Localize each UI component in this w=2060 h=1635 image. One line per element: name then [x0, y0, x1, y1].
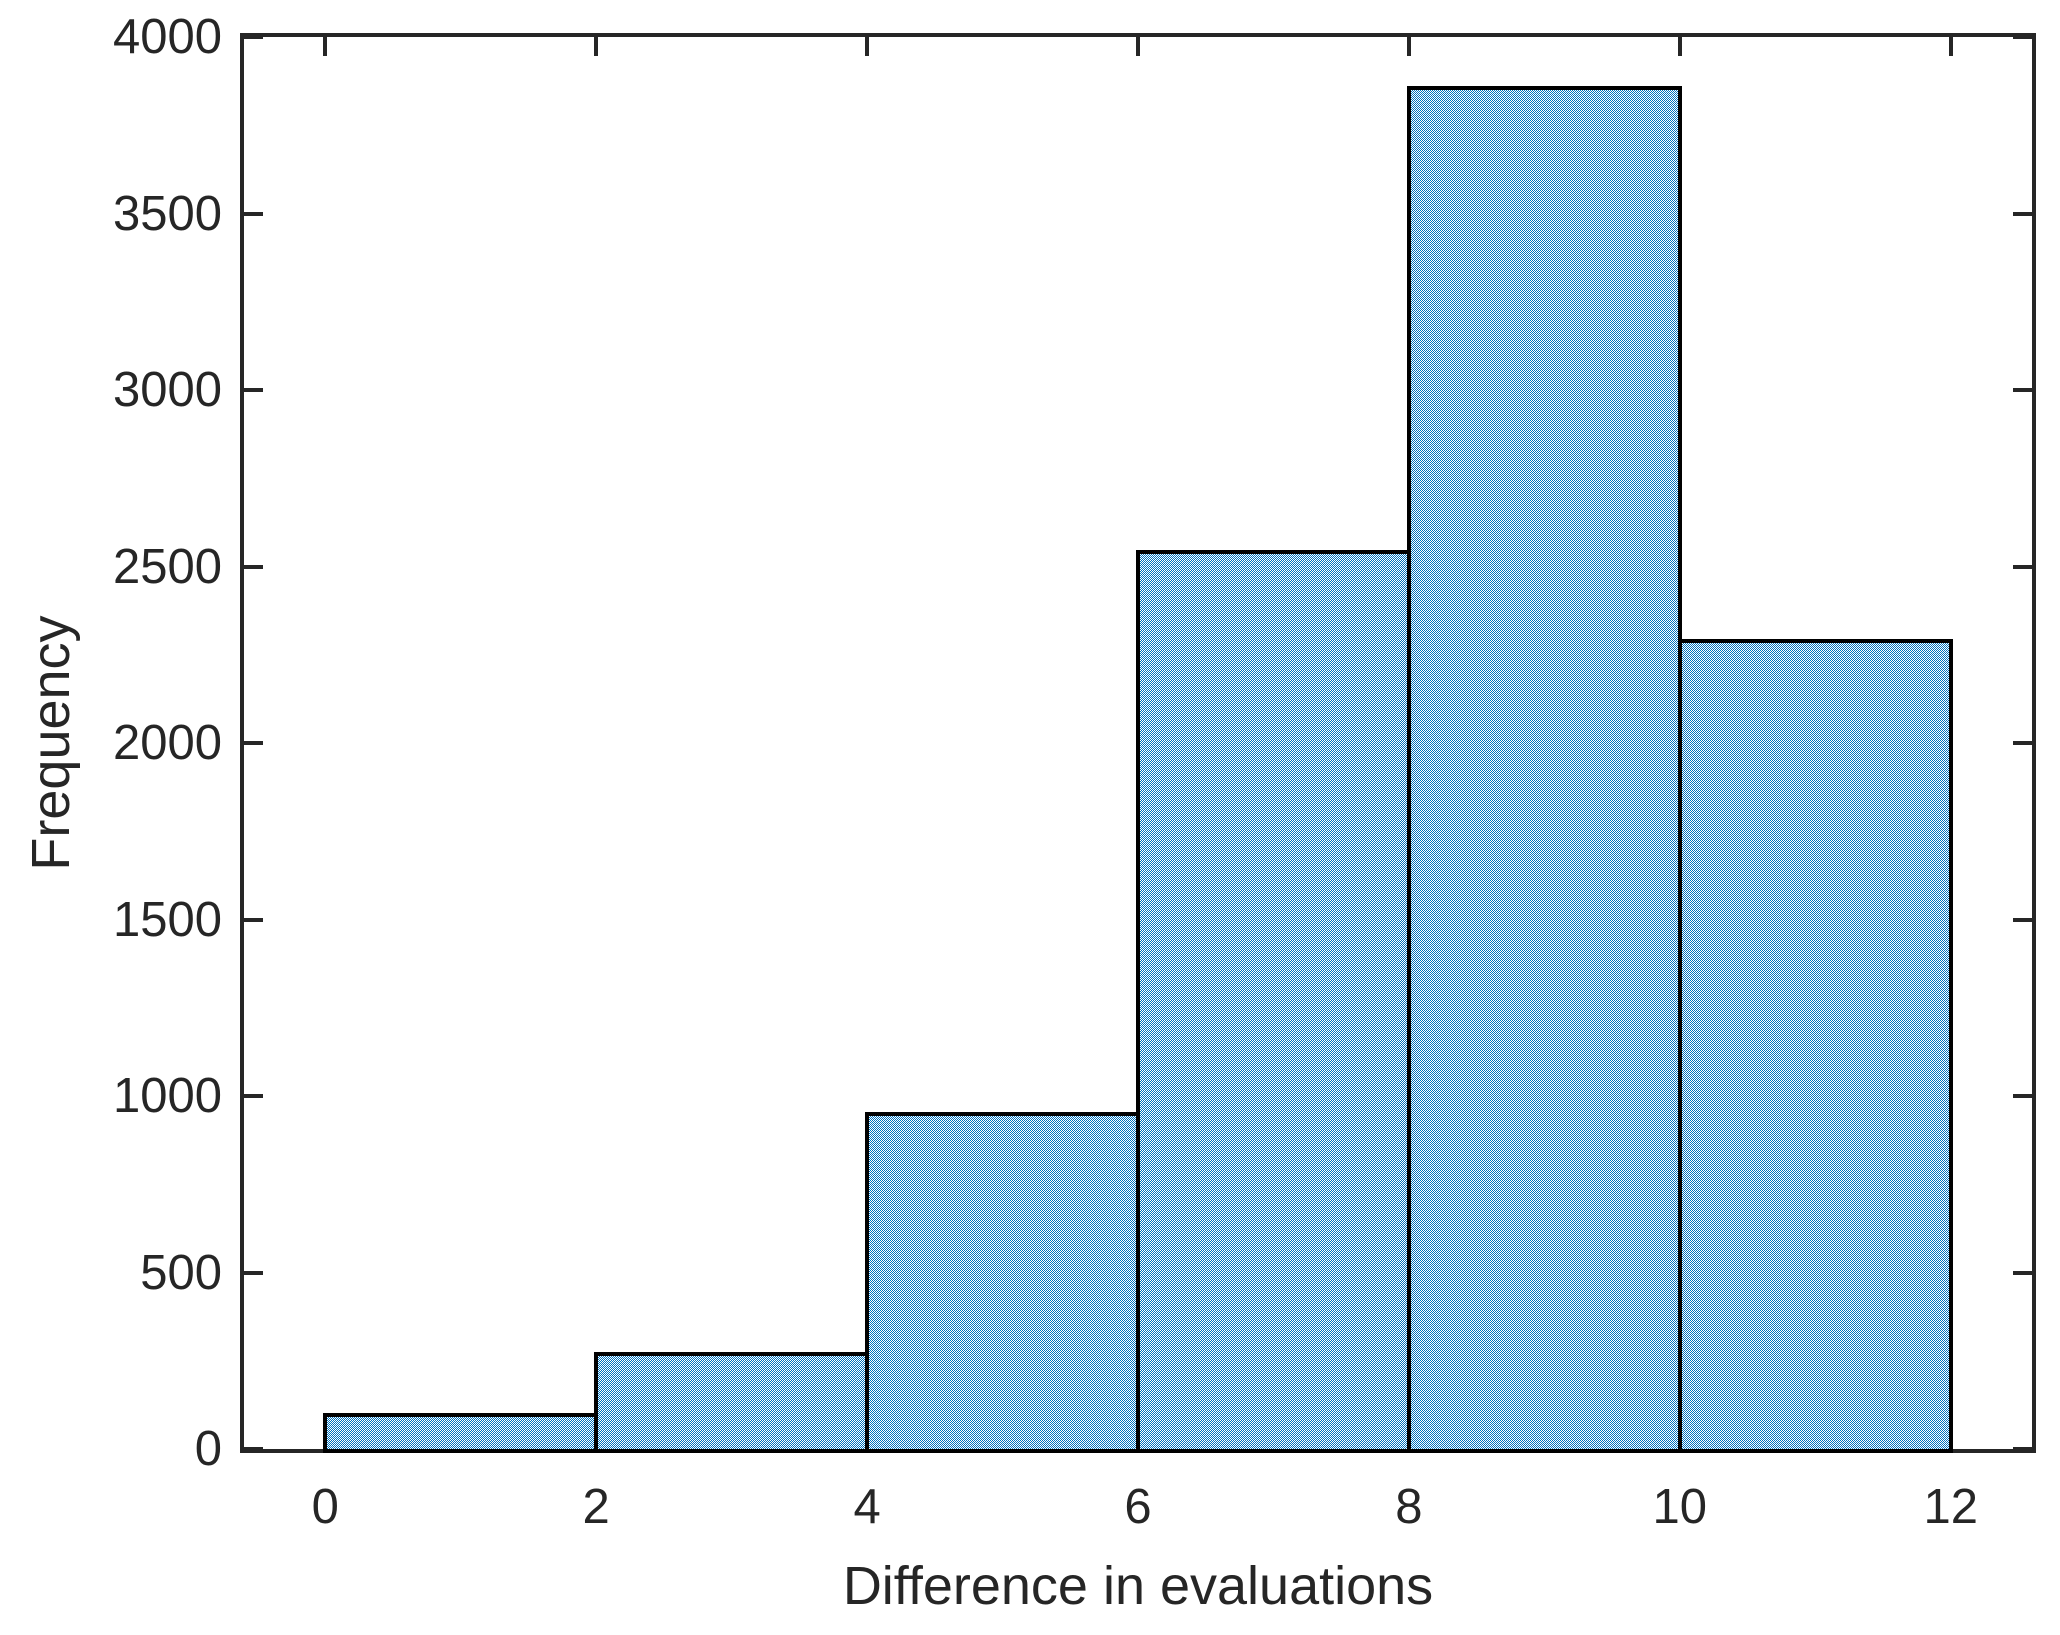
x-tick-label: 2	[582, 1480, 610, 1534]
x-tick-mark-top	[1406, 37, 1411, 56]
y-tick-mark-right	[2013, 211, 2032, 216]
plot-area	[240, 33, 2036, 1453]
y-tick-mark-left	[244, 741, 263, 745]
histogram-bar	[594, 1351, 870, 1453]
x-tick-label: 12	[1923, 1480, 1978, 1534]
x-tick-label: 8	[1395, 1480, 1423, 1534]
y-tick-mark-left	[244, 1270, 263, 1275]
x-tick-mark-top	[594, 37, 599, 56]
x-tick-mark-top	[1677, 37, 1682, 56]
y-tick-label: 3500	[112, 186, 222, 241]
histogram-bar	[1677, 638, 1953, 1453]
x-axis-label: Difference in evaluations	[842, 1556, 1434, 1616]
histogram-bar	[1136, 550, 1411, 1453]
y-tick-mark-left	[244, 388, 263, 392]
y-tick-mark-left	[244, 917, 263, 922]
y-tick-mark-left	[244, 1447, 263, 1451]
y-tick-mark-right	[2013, 741, 2032, 745]
x-tick-label: 10	[1652, 1480, 1708, 1534]
y-tick-label: 2000	[112, 716, 222, 770]
x-tick-label: 4	[853, 1480, 881, 1534]
y-tick-mark-left	[244, 35, 263, 39]
y-tick-mark-right	[2013, 1447, 2032, 1451]
y-tick-label: 3000	[112, 363, 222, 417]
y-tick-label: 2500	[112, 539, 222, 594]
x-tick-mark-top	[323, 37, 328, 56]
y-tick-mark-right	[2013, 917, 2032, 922]
y-tick-mark-right	[2013, 564, 2032, 569]
x-tick-mark-top	[1136, 37, 1140, 56]
x-tick-mark-top	[865, 37, 870, 56]
y-tick-label: 4000	[112, 10, 222, 64]
histogram-bar	[1406, 86, 1682, 1453]
y-tick-label: 1000	[112, 1069, 222, 1123]
histogram-bar	[323, 1413, 599, 1453]
y-tick-label: 1500	[112, 892, 222, 947]
y-tick-mark-right	[2013, 1270, 2032, 1275]
y-tick-label: 0	[194, 1422, 222, 1476]
y-tick-mark-right	[2013, 35, 2032, 39]
y-tick-mark-left	[244, 211, 263, 216]
y-tick-mark-right	[2013, 388, 2032, 392]
histogram-bar	[865, 1111, 1140, 1453]
y-tick-label: 500	[140, 1245, 222, 1300]
y-tick-mark-left	[244, 1094, 263, 1098]
x-tick-label: 6	[1124, 1480, 1152, 1534]
x-tick-mark-top	[1948, 37, 1953, 56]
x-tick-label: 0	[311, 1480, 339, 1534]
y-tick-mark-left	[244, 564, 263, 569]
y-tick-mark-right	[2013, 1094, 2032, 1098]
